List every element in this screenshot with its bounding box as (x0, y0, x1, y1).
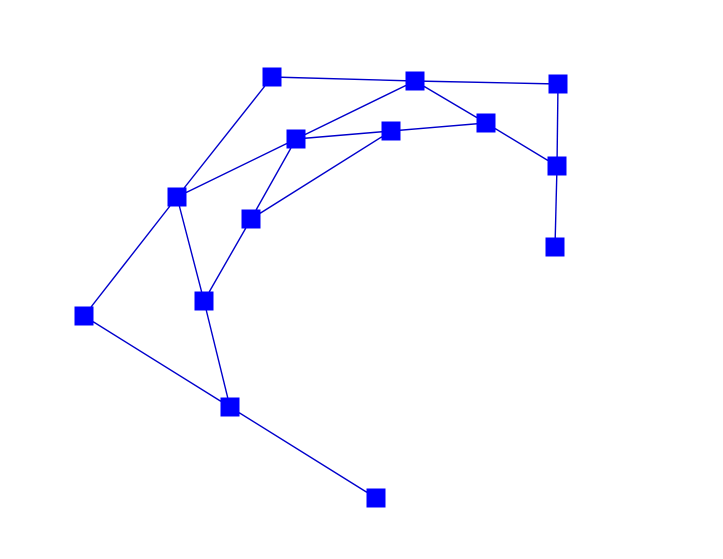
graph-edge-n11-n12 (485, 122, 558, 167)
graph-edge-n12-n14 (554, 165, 558, 248)
graph-node-n8 (74, 306, 94, 326)
graph-node-n9 (194, 291, 214, 311)
graph-edge-n4-n12 (556, 83, 559, 167)
graph-node-n6 (167, 187, 187, 207)
graph-nodes (74, 67, 568, 508)
graph-node-n14 (545, 237, 565, 257)
graph-edge-n1-n2 (271, 76, 416, 82)
graph-edge-n10-n13 (229, 406, 377, 499)
graph-edge-n2-n11 (414, 80, 487, 124)
graph-node-n4 (548, 74, 568, 94)
graph-node-n12 (547, 156, 567, 176)
graph-edge-n6-n9 (176, 196, 205, 302)
graph-edge-n7-n9 (203, 218, 252, 302)
graph-edge-n7-n5 (250, 130, 392, 220)
graph-edge-n2-n3 (295, 80, 416, 140)
graph-edge-n9-n10 (203, 300, 231, 408)
graph-edge-n2-n4 (414, 80, 559, 85)
graph-edge-n3-n7 (250, 138, 297, 220)
graph-node-n1 (262, 67, 282, 87)
graph-node-n7 (241, 209, 261, 229)
graph-edge-n1-n6 (176, 76, 273, 198)
graph-node-n3 (286, 129, 306, 149)
graph-node-n11 (476, 113, 496, 133)
graph-node-n2 (405, 71, 425, 91)
graph-edges (83, 76, 559, 499)
graph-node-n10 (220, 397, 240, 417)
graph-node-n13 (366, 488, 386, 508)
graph-edge-n8-n10 (83, 315, 231, 408)
graph-edge-n3-n5 (295, 130, 392, 140)
graph-edge-n6-n3 (176, 138, 297, 198)
graph-edge-n5-n11 (390, 122, 487, 132)
graph-edge-n6-n8 (83, 196, 178, 317)
graph-node-n5 (381, 121, 401, 141)
